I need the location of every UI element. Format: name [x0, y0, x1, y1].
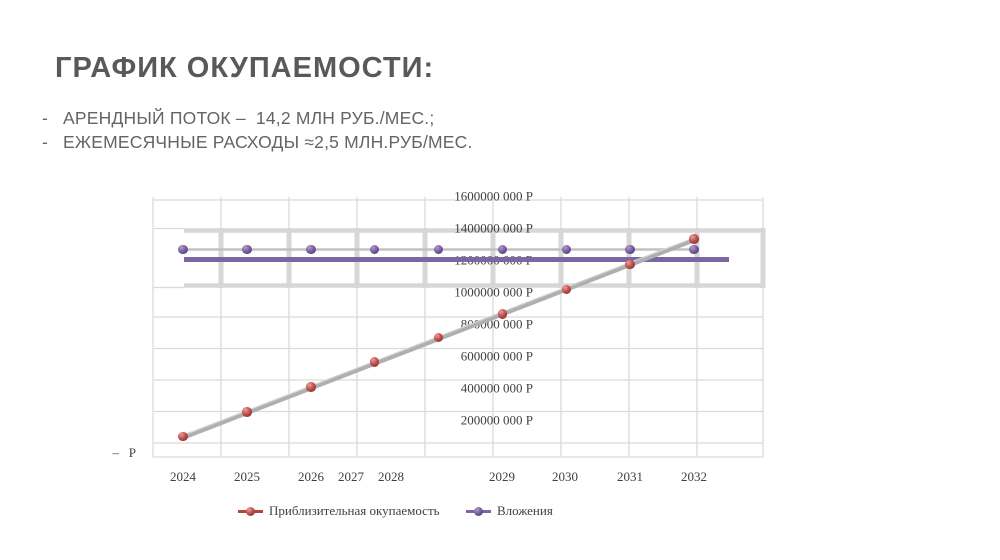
x-axis-labels: 2024 2025 2026 2027 2028 2029 2030 2031 2032 [170, 469, 707, 484]
grid-band [184, 228, 766, 288]
legend-marker-sphere [473, 506, 483, 516]
x-tick-label: 2027 [338, 469, 365, 484]
y-tick-label: 1600000 000 Р [454, 189, 533, 204]
y-tick-label: 400000 000 Р [461, 381, 533, 396]
x-tick-label: 2026 [298, 469, 325, 484]
investments-series-icon [466, 506, 491, 516]
legend-marker-sphere [245, 506, 255, 516]
bullet-marker: - [42, 108, 49, 128]
y-tick-label: 1400000 000 Р [454, 221, 533, 236]
bullet-item: - ЕЖЕМЕСЯЧНЫЕ РАСХОДЫ ≈2,5 МЛН.РУБ/МЕС. [42, 132, 473, 156]
bullet-list: - АРЕНДНЫЙ ПОТОК – 14,2 МЛН РУБ./МЕС.; -… [42, 108, 473, 156]
y-axis-zero-label: – Р [112, 445, 136, 460]
x-tick-label: 2032 [681, 469, 707, 484]
x-tick-label: 2029 [489, 469, 515, 484]
legend-label-investments: Вложения [497, 503, 553, 518]
x-tick-label: 2024 [170, 469, 197, 484]
x-tick-label: 2028 [378, 469, 404, 484]
y-tick-label: 600000 000 Р [461, 349, 533, 364]
page-title: ГРАФИК ОКУПАЕМОСТИ: [55, 52, 435, 84]
bullet-text-rent-flow: АРЕНДНЫЙ ПОТОК – 14,2 МЛН РУБ./МЕС.; [63, 108, 435, 128]
bullet-text-monthly-expenses: ЕЖЕМЕСЯЧНЫЕ РАСХОДЫ ≈2,5 МЛН.РУБ/МЕС. [63, 132, 473, 152]
legend-item-payback: Приблизительная окупаемость [238, 503, 440, 519]
x-tick-label: 2030 [552, 469, 578, 484]
y-tick-label: 1000000 000 Р [454, 285, 533, 300]
x-tick-label: 2025 [234, 469, 260, 484]
gridlines [152, 197, 764, 458]
y-tick-label: 200000 000 Р [461, 413, 533, 428]
y-tick-label: 800000 000 Р [461, 317, 533, 332]
x-tick-label: 2031 [617, 469, 643, 484]
bullet-marker: - [42, 132, 49, 152]
bullet-item: - АРЕНДНЫЙ ПОТОК – 14,2 МЛН РУБ./МЕС.; [42, 108, 473, 132]
series-payback [182, 237, 695, 440]
legend-item-investments: Вложения [466, 503, 553, 519]
legend-label-payback: Приблизительная окупаемость [269, 503, 440, 518]
payback-series-icon [238, 506, 263, 516]
